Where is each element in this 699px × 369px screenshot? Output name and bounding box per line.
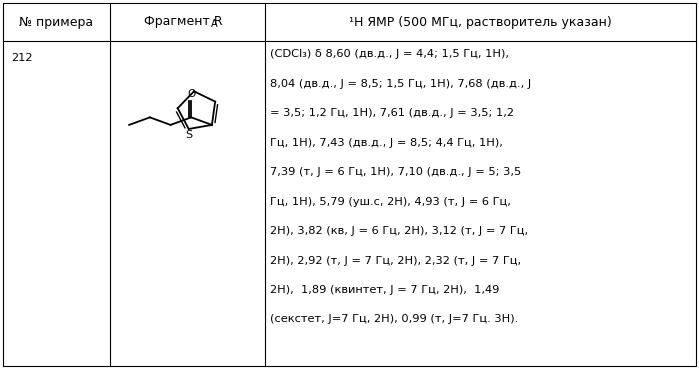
Text: 2H), 2,92 (т, J = 7 Гц, 2H), 2,32 (т, J = 7 Гц,: 2H), 2,92 (т, J = 7 Гц, 2H), 2,32 (т, J … bbox=[270, 255, 521, 266]
Text: A: A bbox=[211, 19, 218, 29]
Text: = 3,5; 1,2 Гц, 1H), 7,61 (дв.д., J = 3,5; 1,2: = 3,5; 1,2 Гц, 1H), 7,61 (дв.д., J = 3,5… bbox=[270, 108, 514, 118]
Text: S: S bbox=[185, 130, 192, 140]
Text: 8,04 (дв.д., J = 8,5; 1,5 Гц, 1H), 7,68 (дв.д., J: 8,04 (дв.д., J = 8,5; 1,5 Гц, 1H), 7,68 … bbox=[270, 79, 531, 89]
Text: (CDCl₃) δ 8,60 (дв.д., J = 4,4; 1,5 Гц, 1H),: (CDCl₃) δ 8,60 (дв.д., J = 4,4; 1,5 Гц, … bbox=[270, 49, 509, 59]
Text: 2H), 3,82 (кв, J = 6 Гц, 2H), 3,12 (т, J = 7 Гц,: 2H), 3,82 (кв, J = 6 Гц, 2H), 3,12 (т, J… bbox=[270, 226, 528, 236]
Text: № примера: № примера bbox=[20, 15, 94, 28]
Text: 2H),  1,89 (квинтет, J = 7 Гц, 2H),  1,49: 2H), 1,89 (квинтет, J = 7 Гц, 2H), 1,49 bbox=[270, 285, 499, 295]
Text: Гц, 1H), 5,79 (уш.с, 2H), 4,93 (т, J = 6 Гц,: Гц, 1H), 5,79 (уш.с, 2H), 4,93 (т, J = 6… bbox=[270, 197, 511, 207]
Text: ¹H ЯМР (500 МГц, растворитель указан): ¹H ЯМР (500 МГц, растворитель указан) bbox=[349, 15, 612, 28]
Text: Фрагмент R: Фрагмент R bbox=[144, 14, 223, 28]
Text: O: O bbox=[187, 89, 195, 99]
Text: 7,39 (т, J = 6 Гц, 1H), 7,10 (дв.д., J = 5; 3,5: 7,39 (т, J = 6 Гц, 1H), 7,10 (дв.д., J =… bbox=[270, 167, 521, 177]
Text: 212: 212 bbox=[11, 53, 32, 63]
Text: (секстет, J=7 Гц, 2H), 0,99 (т, J=7 Гц. 3H).: (секстет, J=7 Гц, 2H), 0,99 (т, J=7 Гц. … bbox=[270, 314, 518, 324]
Text: Гц, 1H), 7,43 (дв.д., J = 8,5; 4,4 Гц, 1H),: Гц, 1H), 7,43 (дв.д., J = 8,5; 4,4 Гц, 1… bbox=[270, 138, 503, 148]
